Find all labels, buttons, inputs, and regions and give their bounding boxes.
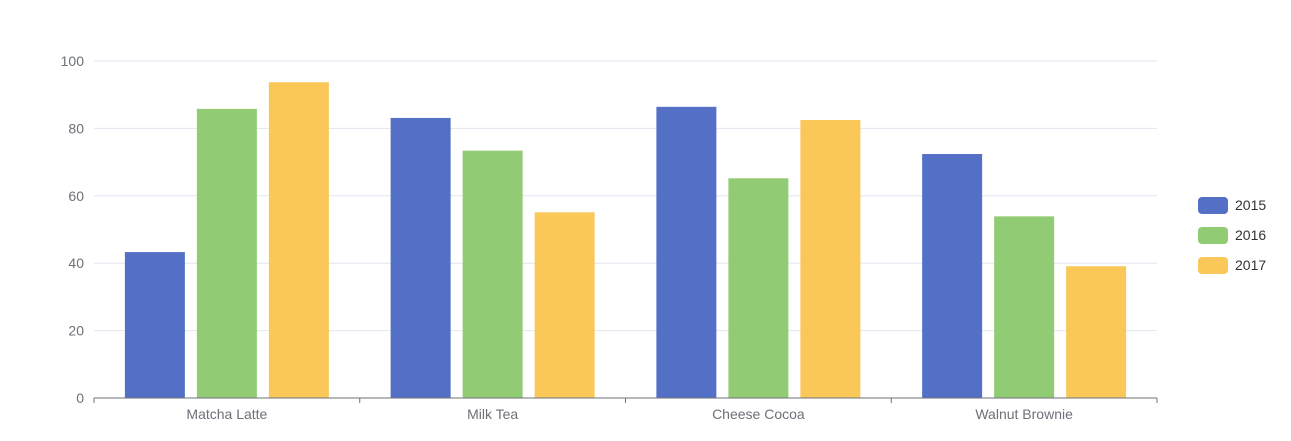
legend-item-2017[interactable]: 2017 <box>1198 257 1266 274</box>
bar-2016-cheese-cocoa[interactable] <box>728 178 789 398</box>
bar-2016-milk-tea[interactable] <box>462 150 523 398</box>
bar-2015-walnut-brownie[interactable] <box>922 154 983 398</box>
y-tick-label: 60 <box>68 188 84 204</box>
legend-label: 2017 <box>1235 257 1266 273</box>
x-tick-label: Matcha Latte <box>186 406 267 422</box>
bar-2017-cheese-cocoa[interactable] <box>800 119 861 398</box>
bars <box>124 82 1127 398</box>
x-tick-label: Cheese Cocoa <box>712 406 805 422</box>
legend-item-2015[interactable]: 2015 <box>1198 197 1266 214</box>
x-tick-label: Walnut Brownie <box>975 406 1073 422</box>
y-axis-tick-labels: 0 20 40 60 80 100 <box>61 53 85 406</box>
legend-item-2016[interactable]: 2016 <box>1198 227 1266 244</box>
legend-label: 2016 <box>1235 227 1266 243</box>
bar-2017-milk-tea[interactable] <box>534 212 595 398</box>
legend-label: 2015 <box>1235 197 1266 213</box>
y-tick-label: 40 <box>68 255 84 271</box>
y-tick-label: 100 <box>61 53 85 69</box>
legend-swatch <box>1198 197 1228 214</box>
bar-2017-walnut-brownie[interactable] <box>1066 266 1127 398</box>
legend-swatch <box>1198 227 1228 244</box>
y-tick-label: 0 <box>76 390 84 406</box>
legend-swatch <box>1198 257 1228 274</box>
bar-2016-walnut-brownie[interactable] <box>994 216 1055 398</box>
y-tick-label: 20 <box>68 323 84 339</box>
x-tick-label: Milk Tea <box>467 406 518 422</box>
bar-2017-matcha-latte[interactable] <box>268 82 329 398</box>
legend[interactable]: 2015 2016 2017 <box>1198 197 1266 274</box>
x-axis: Matcha Latte Milk Tea Cheese Cocoa Walnut B… <box>93 397 1158 422</box>
bar-2015-matcha-latte[interactable] <box>124 252 185 398</box>
bar-2016-matcha-latte[interactable] <box>196 108 257 398</box>
bar-2015-milk-tea[interactable] <box>390 117 451 398</box>
bar-2015-cheese-cocoa[interactable] <box>656 106 717 398</box>
y-tick-label: 80 <box>68 120 84 136</box>
